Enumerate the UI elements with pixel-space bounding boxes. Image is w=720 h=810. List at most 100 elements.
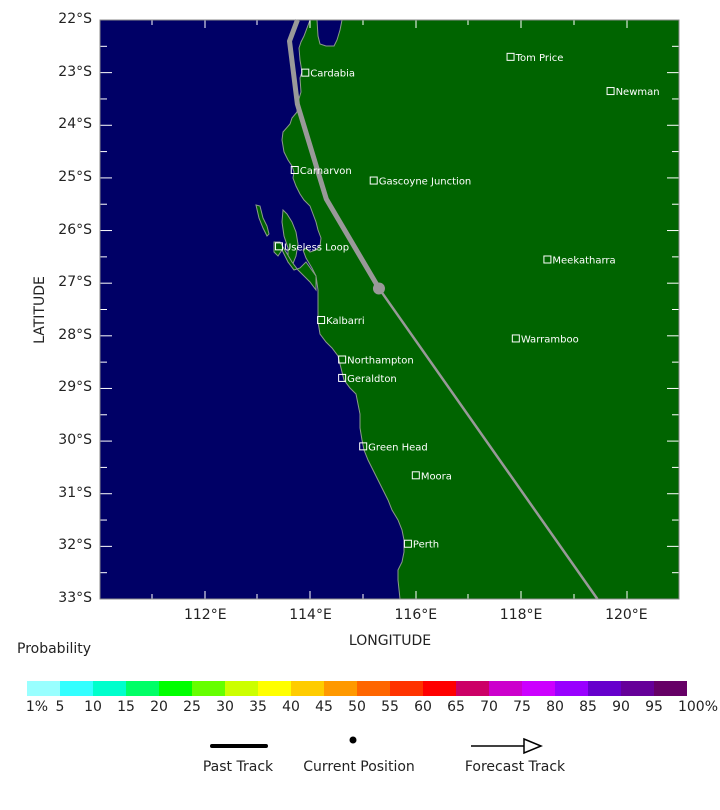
colorbar-tick-label: 10: [84, 699, 102, 715]
bottom-ticks: [151, 591, 628, 599]
edel-land: [273, 241, 317, 292]
legend-current-position-label: Current Position: [303, 759, 415, 775]
city-label: Gascoyne Junction: [379, 177, 472, 188]
legend-forecast-track-label: Forecast Track: [464, 759, 566, 775]
city-label: Moora: [421, 471, 452, 482]
colorbar-tick-label: 70: [480, 699, 498, 715]
city-marker: Warramboo: [511, 334, 579, 345]
colorbar-tick-label: 1%: [25, 699, 49, 715]
current-position-marker: [372, 282, 385, 295]
colorbar-segment: [456, 681, 489, 696]
city-marker: Useless Loop: [274, 242, 349, 253]
forecast-track-legend-symbol: [471, 737, 543, 755]
current-position-legend-symbol: [349, 736, 357, 744]
latitude-tick-label: 25°S: [58, 168, 92, 185]
city-square-icon: [301, 68, 310, 77]
city-marker: Meekatharra: [543, 255, 616, 266]
colorbar-segment: [324, 681, 357, 696]
colorbar-tick-label: 50: [348, 699, 366, 715]
colorbar-segment: [423, 681, 456, 696]
city-marker: Perth: [403, 539, 439, 551]
colorbar-tick-label: 20: [150, 699, 168, 715]
city-marker: Cardabia: [301, 68, 355, 80]
mainland-land: [281, 19, 680, 600]
past-track-line: [287, 19, 382, 290]
city-square-icon: [511, 334, 520, 343]
city-label: Carnarvon: [300, 166, 352, 177]
longitude-tick-label: 120°E: [605, 607, 648, 623]
city-marker: Newman: [606, 87, 660, 98]
colorbar-segment: [60, 681, 93, 696]
city-marker: Moora: [411, 471, 452, 482]
city-square-icon: [606, 87, 615, 96]
city-label: Tom Price: [515, 53, 564, 64]
latitude-axis-title: LATITUDE: [32, 276, 48, 344]
colorbar-tick-label: 55: [381, 699, 399, 715]
longitude-tick-label: 116°E: [394, 607, 438, 623]
city-label: Northampton: [347, 356, 414, 367]
colorbar-segment: [291, 681, 324, 696]
colorbar-segment: [522, 681, 555, 696]
city-label: Geraldton: [347, 374, 397, 385]
colorbar-tick-label: 25: [183, 699, 201, 715]
colorbar-tick-label: 75: [513, 699, 531, 715]
city-square-icon: [403, 539, 412, 548]
colorbar-tick-label: 40: [282, 699, 300, 715]
city-square-icon: [411, 471, 420, 480]
latitude-tick-label: 28°S: [58, 326, 92, 343]
latitude-tick-label: 32°S: [58, 537, 92, 554]
city-square-icon: [290, 166, 299, 175]
latitude-tick-label: 24°S: [58, 116, 92, 133]
colorbar-segment: [555, 681, 588, 696]
colorbar-segment: [126, 681, 159, 696]
dirk-hartog-island: [255, 204, 270, 237]
longitude-tick-label: 112°E: [183, 607, 227, 623]
probability-colorbar: [27, 681, 687, 696]
city-label: Kalbarri: [326, 316, 365, 327]
city-label: Warramboo: [521, 334, 579, 345]
colorbar-segment: [489, 681, 522, 696]
colorbar-tick-label: 35: [249, 699, 267, 715]
city-square-icon: [338, 373, 347, 382]
city-label: Useless Loop: [284, 242, 349, 253]
longitude-tick-label: 114°E: [289, 607, 332, 623]
latitude-tick-label: 26°S: [58, 221, 92, 238]
city-label: Newman: [616, 87, 660, 98]
colorbar-segment: [27, 681, 60, 696]
colorbar-title: Probability: [17, 641, 92, 657]
city-marker: Carnarvon: [290, 166, 352, 177]
longitude-axis-title: LONGITUDE: [348, 633, 432, 649]
city-square-icon: [369, 176, 378, 185]
colorbar-tick-label: 90: [612, 699, 630, 715]
latitude-tick-label: 33°S: [58, 590, 92, 606]
shark-bay-peninsula: [281, 208, 299, 267]
colorbar-tick-label: 15: [117, 699, 135, 715]
colorbar-segment: [192, 681, 225, 696]
colorbar-segment: [93, 681, 126, 696]
city-square-icon: [506, 52, 515, 61]
plot-frame: [99, 19, 680, 600]
latitude-tick-label: 22°S: [58, 11, 92, 27]
left-ticks: [100, 19, 112, 600]
city-marker: Green Head: [359, 442, 428, 453]
colorbar-tick-label: 30: [216, 699, 234, 715]
city-label: Cardabia: [310, 69, 355, 80]
colorbar-tick-label: 65: [447, 699, 465, 715]
colorbar-tick-label: 45: [315, 699, 333, 715]
city-square-icon: [338, 355, 347, 364]
city-square-icon: [274, 242, 283, 251]
latitude-tick-label: 29°S: [58, 379, 92, 396]
colorbar-tick-labels: 1% 5 10 15 20 25 30 35 40 45 50 55 60 65 70 75 80 85 90 95 1…: [0, 699, 720, 719]
city-label: Meekatharra: [552, 255, 615, 266]
city-marker: Northampton: [338, 355, 414, 367]
colorbar-segment: [159, 681, 192, 696]
colorbar-segment: [357, 681, 390, 696]
colorbar-tick-label: 95: [645, 699, 663, 715]
city-markers: Tom Price Cardabia Newman Carnarvon Gascoyne…: [274, 52, 660, 551]
colorbar-tick-label: 60: [414, 699, 432, 715]
city-marker: Geraldton: [338, 373, 397, 385]
colorbar-tick-label: 85: [579, 699, 597, 715]
colorbar-segment: [654, 681, 687, 696]
city-square-icon: [317, 316, 326, 325]
